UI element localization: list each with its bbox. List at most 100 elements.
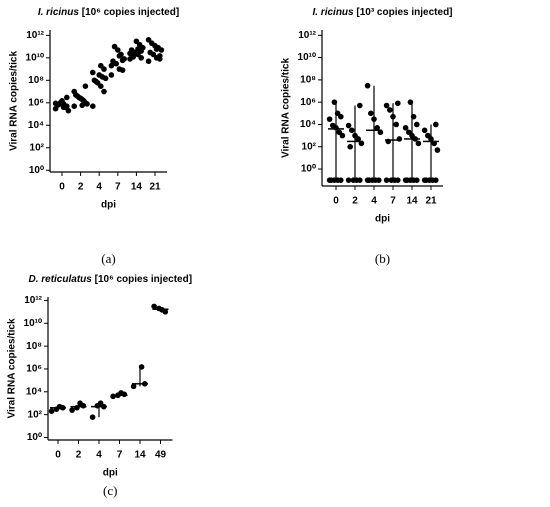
point [93, 78, 99, 85]
point [331, 99, 338, 105]
y-tick-label: 10⁰ [27, 432, 42, 443]
chart-title: I. ricinus [10³ copies injected] [312, 7, 452, 18]
point [130, 54, 136, 60]
x-tick-label: 14 [131, 182, 143, 193]
x-axis-label: dpi [103, 468, 118, 479]
point [98, 62, 104, 69]
point [396, 136, 403, 142]
point [347, 143, 354, 150]
y-tick-label: 10¹² [24, 295, 42, 306]
y-tick-label: 10⁰ [29, 165, 44, 176]
point [142, 381, 148, 387]
point [147, 49, 153, 56]
point [366, 177, 373, 183]
point [334, 110, 341, 117]
point [111, 43, 118, 50]
x-tick-label: 2 [352, 196, 358, 207]
panel-label: (c) [103, 483, 117, 498]
point [406, 129, 412, 136]
point [59, 98, 65, 104]
x-tick-label: 7 [117, 450, 123, 461]
point [119, 57, 126, 64]
point [130, 383, 137, 390]
x-tick-label: 4 [371, 196, 377, 207]
point [371, 116, 377, 122]
point [110, 58, 116, 65]
point [328, 177, 335, 183]
point [69, 407, 75, 413]
y-tick-label: 10¹⁰ [26, 52, 44, 63]
point [364, 82, 371, 89]
species: D. reticulatus [28, 274, 92, 285]
y-tick-label: 10⁴ [26, 386, 42, 397]
x-tick-label: 4 [96, 182, 102, 193]
point [336, 129, 343, 136]
species: I. ricinus [38, 7, 80, 18]
y-tick-label: 10¹⁰ [298, 52, 316, 63]
point [74, 404, 80, 411]
point [133, 38, 140, 45]
point [135, 46, 141, 52]
point [383, 177, 390, 183]
point [357, 102, 363, 109]
x-tick-label: 21 [149, 182, 161, 193]
point [404, 177, 411, 183]
point [89, 414, 96, 420]
species: I. ricinus [312, 7, 354, 18]
point [108, 62, 115, 69]
point [145, 58, 152, 65]
x-tick-label: 49 [155, 450, 167, 461]
y-tick-label: 10⁶ [28, 97, 44, 108]
x-tick-label: 21 [425, 196, 437, 207]
point [358, 140, 365, 147]
point [423, 177, 430, 183]
point [64, 94, 70, 101]
x-tick-label: 0 [333, 196, 339, 207]
point [156, 305, 162, 312]
point [374, 125, 381, 131]
y-tick-label: 10⁶ [300, 97, 316, 108]
title-rest: [10⁶ copies injected] [95, 274, 192, 285]
y-tick-label: 10² [302, 141, 317, 152]
point [431, 140, 438, 147]
point [110, 393, 116, 400]
point [53, 406, 60, 412]
y-tick-label: 10⁸ [300, 75, 316, 86]
y-tick-label: 10¹² [298, 30, 316, 41]
point [377, 129, 384, 136]
point [82, 83, 89, 90]
y-tick-label: 10⁸ [26, 341, 42, 352]
point [116, 53, 123, 59]
x-tick-label: 7 [390, 196, 396, 207]
point [157, 53, 163, 59]
point [79, 102, 85, 109]
title-rest: [10³ copies injected] [356, 7, 452, 18]
point [395, 100, 401, 107]
point [410, 113, 417, 120]
x-tick-label: 4 [96, 450, 102, 461]
x-axis-label: dpi [101, 200, 116, 211]
x-tick-label: 14 [134, 450, 146, 461]
point [90, 69, 96, 76]
point [421, 127, 428, 134]
y-axis-label: Viral RNA copies/tick [7, 318, 18, 418]
point [115, 392, 121, 399]
point [71, 103, 77, 109]
point [390, 113, 396, 120]
x-tick-label: 2 [76, 450, 82, 461]
chart-title: I. ricinus [10⁶ copies injected] [38, 7, 179, 18]
point [330, 122, 336, 129]
point [48, 408, 55, 414]
chart-title: D. reticulatus [10⁶ copies injected] [28, 274, 192, 285]
point [415, 140, 422, 147]
point [60, 104, 67, 111]
point [414, 121, 420, 128]
y-tick-label: 10² [30, 142, 45, 153]
y-tick-label: 10⁴ [300, 119, 316, 130]
x-tick-label: 14 [406, 196, 418, 207]
point [402, 125, 409, 131]
point [145, 37, 152, 43]
y-axis-label: Viral RNA copies/tick [281, 58, 292, 158]
panel-label: (a) [101, 251, 115, 266]
